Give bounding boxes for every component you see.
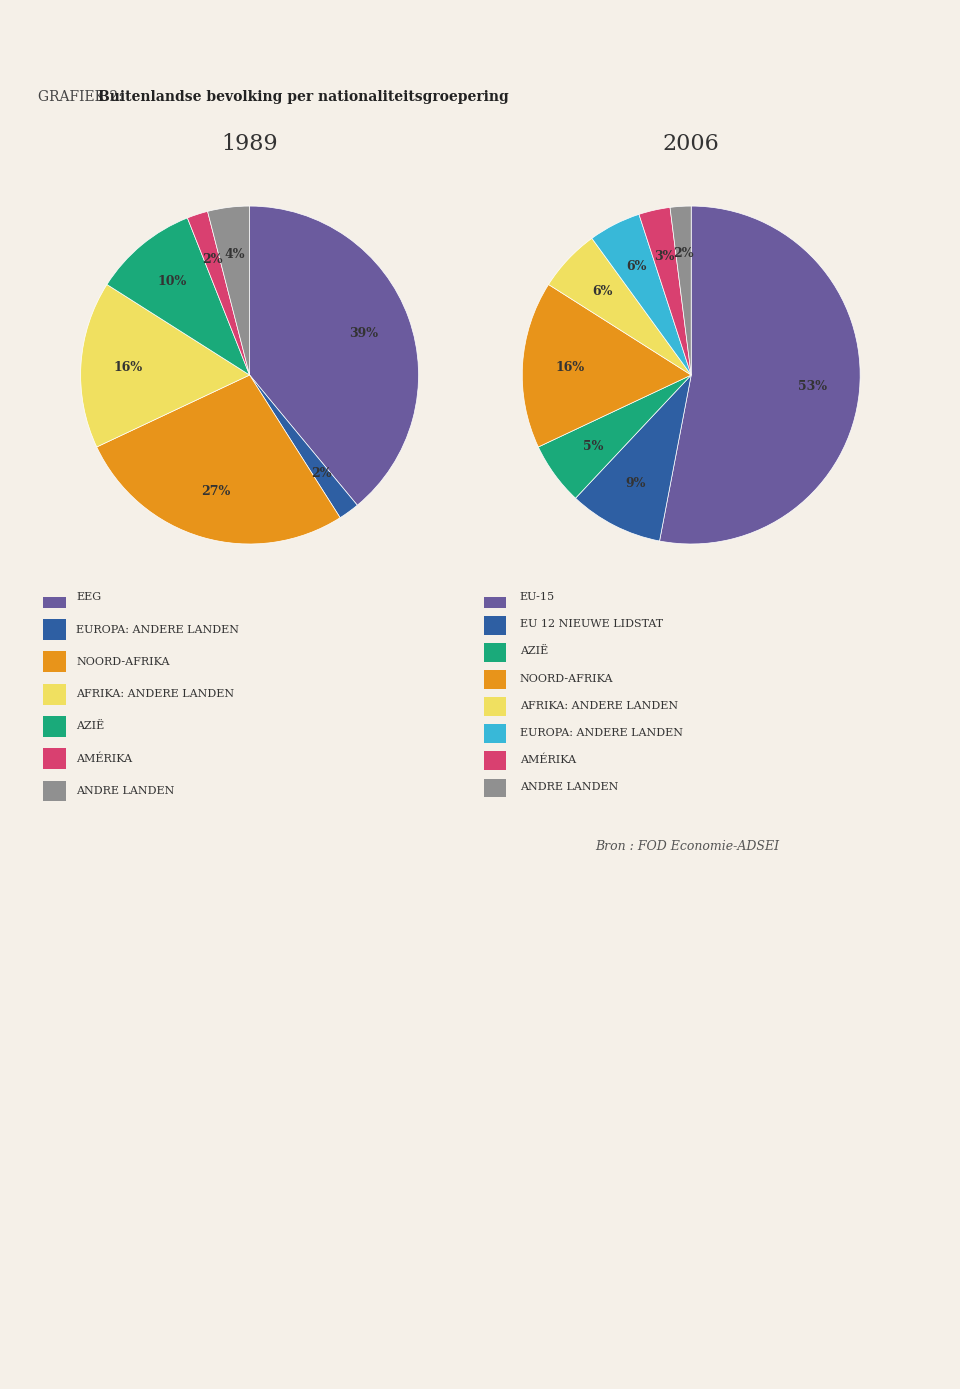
Bar: [485, 779, 507, 797]
Bar: [485, 617, 507, 635]
Bar: [485, 697, 507, 717]
Wedge shape: [592, 214, 691, 375]
Text: AFRIKA: ANDERE LANDEN: AFRIKA: ANDERE LANDEN: [519, 700, 678, 711]
Text: 10%: 10%: [157, 275, 186, 288]
Text: ANDRE LANDEN: ANDRE LANDEN: [519, 782, 618, 792]
Text: Bron : FOD Economie-ADSEI: Bron : FOD Economie-ADSEI: [595, 840, 780, 853]
Text: EU 12 NIEUWE LIDSTAT: EU 12 NIEUWE LIDSTAT: [519, 619, 662, 629]
Bar: [485, 751, 507, 770]
Text: 16%: 16%: [555, 361, 585, 374]
Text: 16%: 16%: [113, 361, 143, 374]
Text: AMÉRIKA: AMÉRIKA: [77, 753, 132, 764]
Wedge shape: [187, 211, 250, 375]
Wedge shape: [670, 206, 691, 375]
Bar: [42, 619, 66, 640]
Bar: [485, 589, 507, 608]
Text: 5%: 5%: [583, 440, 603, 453]
Bar: [42, 717, 66, 736]
Text: 39%: 39%: [349, 328, 378, 340]
Text: 9%: 9%: [626, 476, 646, 490]
Bar: [485, 725, 507, 743]
Bar: [42, 749, 66, 770]
Text: 27%: 27%: [201, 485, 230, 499]
Text: 6%: 6%: [626, 260, 646, 274]
Text: EUROPA: ANDERE LANDEN: EUROPA: ANDERE LANDEN: [77, 625, 239, 635]
Text: Buitenlandse bevolking per nationaliteitsgroepering: Buitenlandse bevolking per nationaliteit…: [98, 90, 509, 104]
Wedge shape: [639, 207, 691, 375]
Text: 2%: 2%: [311, 467, 331, 481]
Wedge shape: [660, 206, 860, 544]
Bar: [485, 643, 507, 663]
Text: AMÉRIKA: AMÉRIKA: [519, 754, 576, 765]
Text: 6%: 6%: [592, 285, 612, 299]
Text: 53%: 53%: [798, 381, 827, 393]
Wedge shape: [107, 218, 250, 375]
Text: ANDRE LANDEN: ANDRE LANDEN: [77, 786, 175, 796]
Text: NOORD-AFRIKA: NOORD-AFRIKA: [519, 674, 613, 683]
Text: GRAFIEK 2:: GRAFIEK 2:: [38, 90, 128, 104]
Text: EUROPA: ANDERE LANDEN: EUROPA: ANDERE LANDEN: [519, 728, 683, 738]
Bar: [42, 781, 66, 801]
Bar: [485, 671, 507, 689]
Text: EEG: EEG: [77, 592, 102, 603]
Wedge shape: [207, 206, 250, 375]
Wedge shape: [548, 239, 691, 375]
Text: 2%: 2%: [202, 253, 223, 265]
Wedge shape: [97, 375, 340, 544]
Text: 4%: 4%: [224, 247, 245, 261]
Text: NOORD-AFRIKA: NOORD-AFRIKA: [77, 657, 170, 667]
Bar: [42, 588, 66, 608]
Wedge shape: [81, 285, 250, 447]
Title: 1989: 1989: [222, 133, 277, 156]
Text: 2%: 2%: [673, 247, 694, 260]
Wedge shape: [250, 375, 357, 518]
Text: AZIË: AZIË: [519, 646, 548, 657]
Wedge shape: [576, 375, 691, 540]
Bar: [42, 683, 66, 704]
Text: AZIË: AZIË: [77, 721, 105, 732]
Text: 3%: 3%: [655, 250, 675, 263]
Wedge shape: [250, 206, 419, 506]
Wedge shape: [522, 285, 691, 447]
Title: 2006: 2006: [662, 133, 720, 156]
Wedge shape: [539, 375, 691, 499]
Text: AFRIKA: ANDERE LANDEN: AFRIKA: ANDERE LANDEN: [77, 689, 234, 699]
Text: EU-15: EU-15: [519, 592, 555, 603]
Bar: [42, 651, 66, 672]
